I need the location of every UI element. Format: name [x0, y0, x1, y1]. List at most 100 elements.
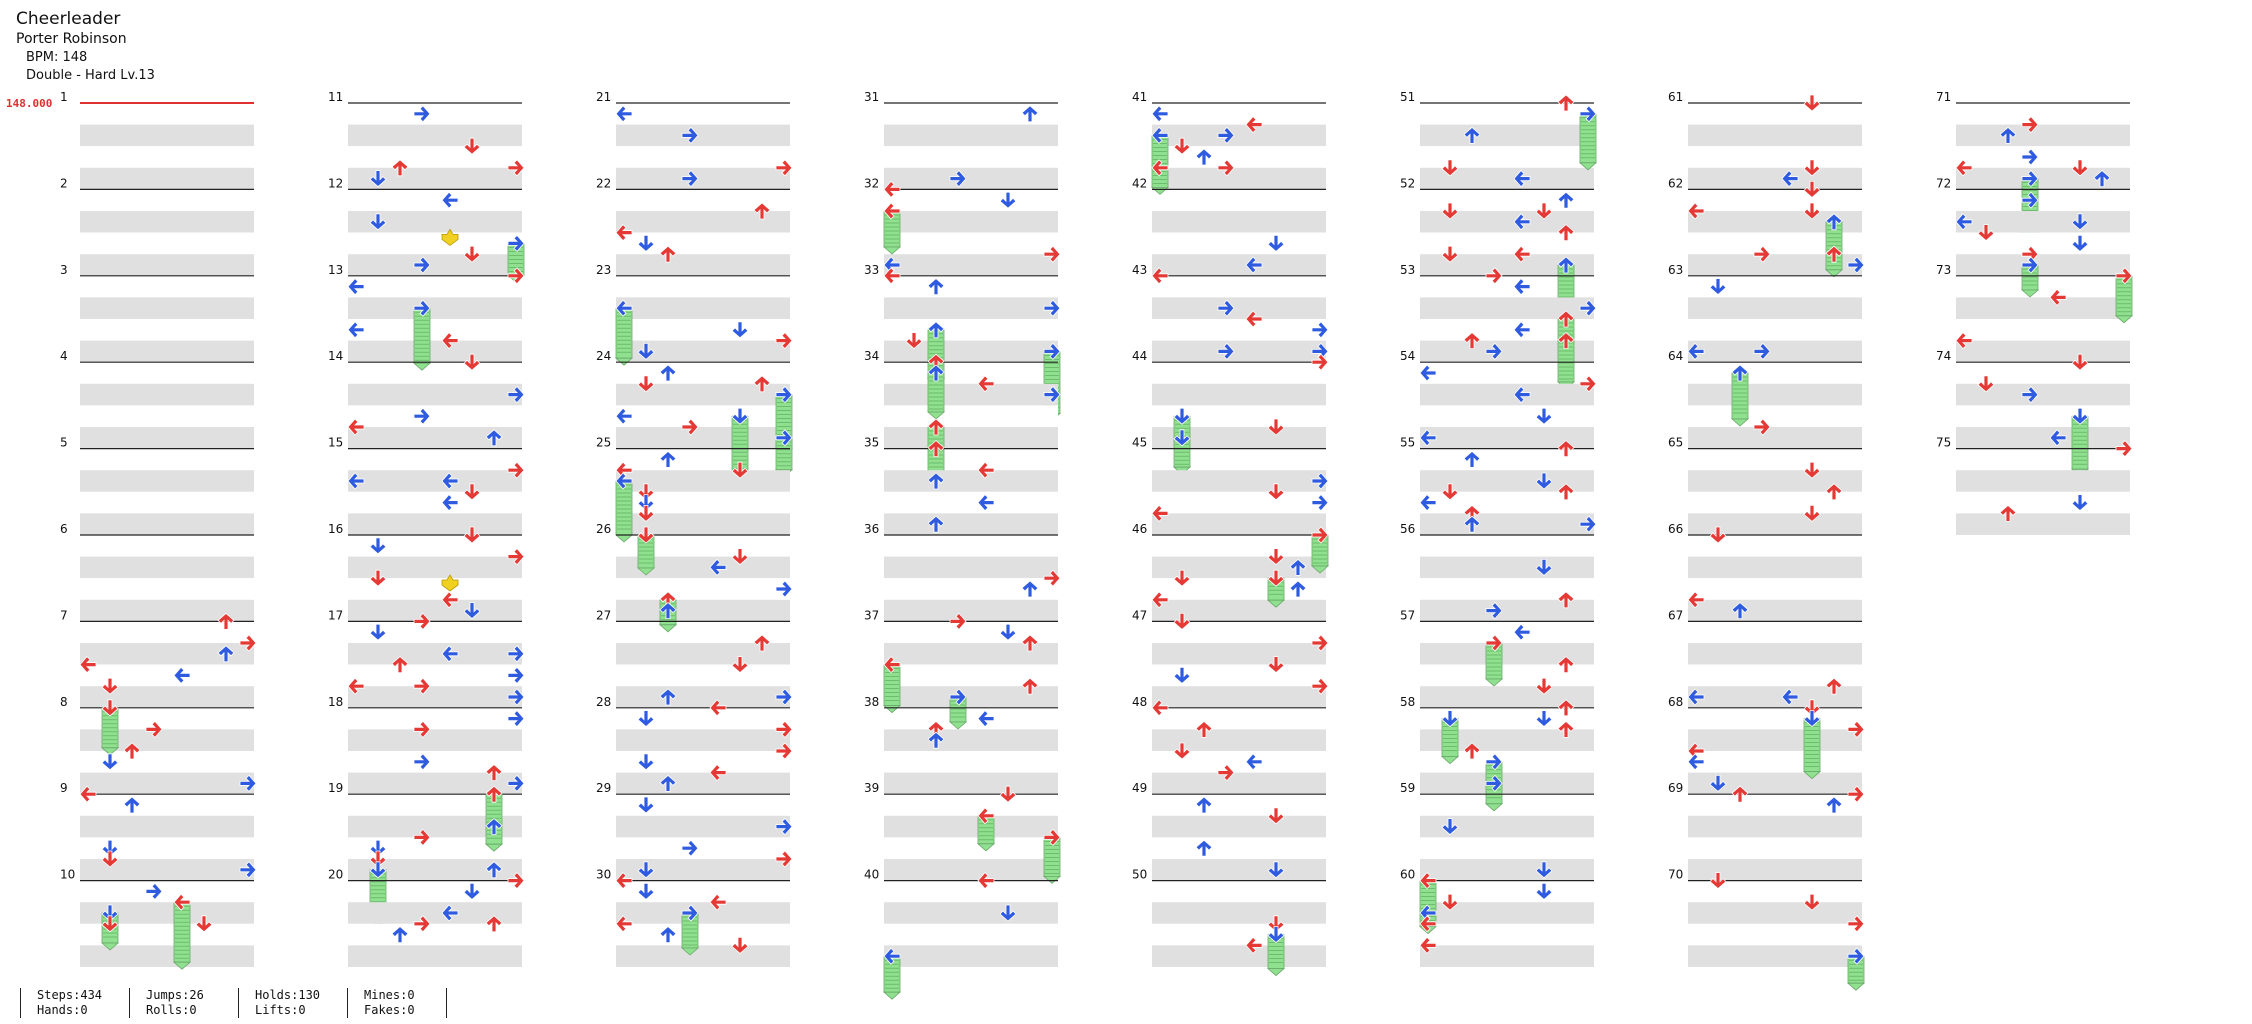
- arrow-right-icon: [507, 386, 525, 404]
- arrow-down-icon: [1535, 472, 1553, 490]
- beat-stripe: [1420, 729, 1594, 751]
- arrow-left-icon: [2049, 288, 2067, 306]
- measure-number: 11: [328, 90, 343, 104]
- arrow-right-icon: [949, 170, 967, 188]
- arrow-down-icon: [999, 904, 1017, 922]
- arrow-down-icon: [101, 915, 119, 933]
- arrow-up-icon: [391, 926, 409, 943]
- beat-stripe: [1420, 470, 1594, 492]
- beat-stripe: [616, 729, 790, 751]
- beat-stripe: [616, 167, 790, 190]
- arrow-down-icon: [101, 753, 119, 771]
- beat-stripe: [348, 340, 522, 363]
- beat-stripe: [884, 664, 1058, 687]
- arrow-left-icon: [977, 710, 995, 728]
- beat-stripe: [884, 211, 1058, 233]
- beat-stripe: [1688, 729, 1862, 751]
- arrow-up-icon: [927, 731, 945, 749]
- beat-stripe: [1688, 815, 1862, 838]
- beat-stripe: [1152, 729, 1326, 751]
- notefield: 31 32 33 34 35 36 37 38 39 40: [864, 90, 1062, 1000]
- measure-number: 1: [60, 90, 68, 104]
- arrow-down-icon: [369, 839, 387, 857]
- beat-stripe: [1152, 254, 1326, 276]
- arrow-right-icon: [1043, 299, 1061, 317]
- beat-stripe: [884, 254, 1058, 276]
- arrow-down-icon: [101, 850, 119, 868]
- beat-stripe: [1688, 751, 1862, 773]
- chart-difficulty: Double - Hard Lv.13: [26, 68, 155, 83]
- arrow-down-icon: [1977, 224, 1995, 242]
- measure-column: 41 42 43 44 45 46 47 48 49 50: [1126, 90, 1340, 977]
- beat-stripe: [348, 254, 522, 276]
- arrow-right-icon: [775, 720, 793, 738]
- arrow-down-icon: [1267, 915, 1285, 933]
- arrow-up-icon: [659, 602, 677, 620]
- arrow-down-icon: [369, 213, 387, 231]
- arrow-right-icon: [775, 818, 793, 836]
- arrow-left-icon: [79, 785, 97, 803]
- beat-stripe: [1152, 470, 1326, 492]
- arrow-down-icon: [1173, 569, 1191, 587]
- arrow-up-icon: [1557, 656, 1575, 673]
- measure-column: 31 32 33 34 35 36 37 38 39 40: [858, 90, 1072, 1000]
- beat-stripe: [80, 405, 254, 427]
- beat-stripe: [884, 837, 1058, 859]
- measure-number: 34: [864, 349, 879, 363]
- arrow-down-icon: [369, 170, 387, 188]
- arrow-left-icon: [1151, 699, 1169, 717]
- arrow-right-icon: [1753, 418, 1771, 436]
- beat-stripe: [80, 427, 254, 449]
- fakes-count: Fakes:0: [364, 1003, 415, 1017]
- arrow-right-icon: [507, 872, 525, 890]
- hold-body-icon: [926, 372, 946, 420]
- beat-stripe: [1688, 556, 1862, 579]
- beat-stripe: [1152, 751, 1326, 773]
- beat-stripe: [616, 578, 790, 600]
- beat-stripe: [348, 664, 522, 687]
- arrow-up-icon: [485, 764, 503, 781]
- arrow-right-icon: [1043, 245, 1061, 263]
- measure-number: 32: [864, 176, 879, 190]
- beat-stripe: [1152, 772, 1326, 795]
- beat-stripe: [616, 254, 790, 276]
- measure-number: 2: [60, 176, 68, 190]
- arrow-down-icon: [731, 548, 749, 566]
- arrow-left-icon: [977, 461, 995, 479]
- beat-stripe: [1956, 232, 2130, 255]
- measure-number: 75: [1936, 436, 1951, 450]
- arrow-left-icon: [1151, 504, 1169, 522]
- arrow-up-icon: [1557, 720, 1575, 738]
- arrow-down-icon: [463, 353, 481, 371]
- beat-stripe: [80, 837, 254, 859]
- lifts-count: Lifts:0: [255, 1003, 306, 1017]
- arrow-right-icon: [413, 720, 431, 738]
- beat-stripe: [616, 513, 790, 535]
- beat-stripe: [348, 427, 522, 449]
- measure-number: 62: [1668, 176, 1683, 190]
- beat-stripe: [616, 405, 790, 427]
- arrow-down-icon: [637, 796, 655, 814]
- arrow-left-icon: [1419, 872, 1437, 890]
- arrow-right-icon: [1847, 915, 1865, 933]
- arrow-down-icon: [731, 407, 749, 425]
- measure-number: 48: [1132, 695, 1147, 709]
- measure-number: 18: [328, 695, 343, 709]
- hold-body-icon: [614, 480, 634, 543]
- arrow-right-icon: [775, 386, 793, 404]
- arrow-left-icon: [441, 904, 459, 922]
- beat-stripe: [616, 599, 790, 622]
- arrow-right-icon: [1753, 245, 1771, 263]
- arrow-right-icon: [413, 299, 431, 317]
- arrow-up-icon: [485, 861, 503, 879]
- measure-number: 25: [596, 436, 611, 450]
- arrow-down-icon: [637, 494, 655, 512]
- song-info: Cheerleader Porter Robinson BPM: 148 Dou…: [16, 8, 155, 85]
- arrow-down-icon: [369, 569, 387, 587]
- arrow-left-icon: [883, 267, 901, 285]
- arrow-left-icon: [173, 893, 191, 911]
- hold-body-icon: [1846, 955, 1866, 991]
- beat-stripe: [1420, 599, 1594, 622]
- beat-stripe: [1956, 383, 2130, 406]
- arrow-down-icon: [1535, 861, 1553, 879]
